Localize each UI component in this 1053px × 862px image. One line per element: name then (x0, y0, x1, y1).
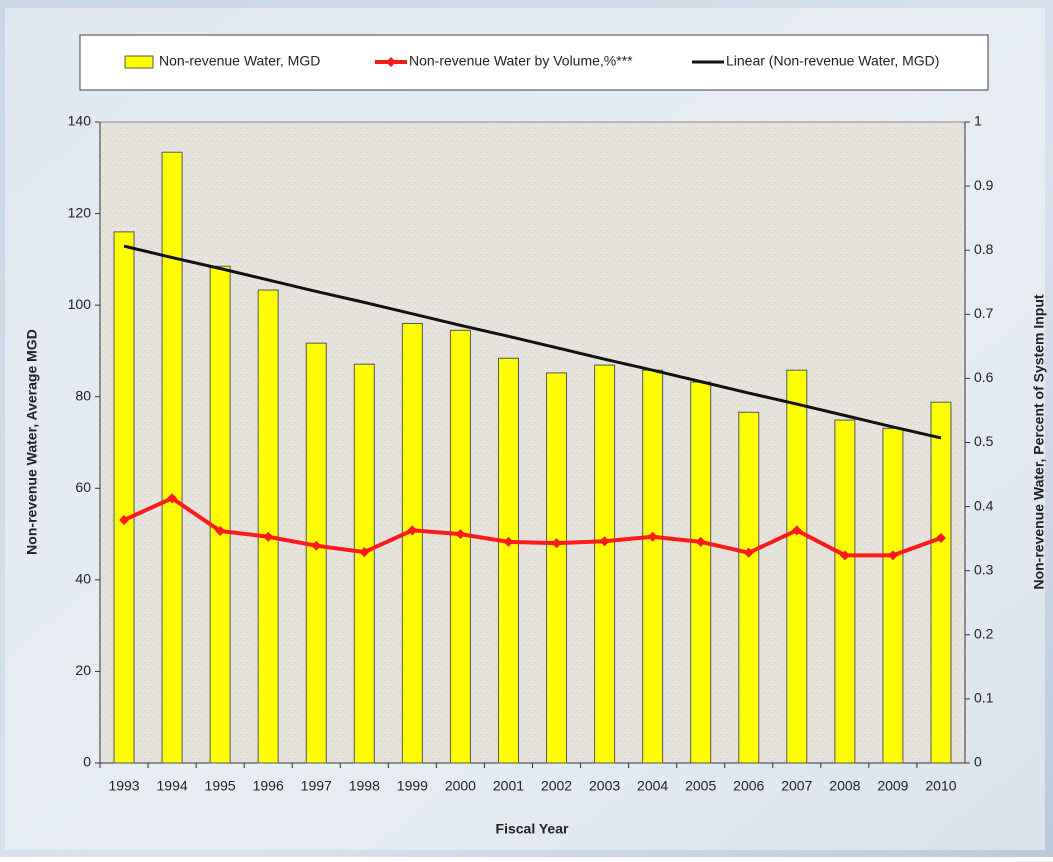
x-tick-label: 1995 (205, 778, 236, 794)
bar (834, 419, 856, 764)
x-tick-label: 1997 (301, 778, 332, 794)
x-tick-label: 2006 (733, 778, 764, 794)
bar (209, 265, 231, 764)
y-tick-label: 100 (68, 296, 92, 312)
y-tick-label: 20 (75, 662, 91, 678)
legend-label: Linear (Non-revenue Water, MGD) (726, 53, 939, 69)
legend-label: Non-revenue Water, MGD (159, 53, 320, 69)
y-tick-label: 40 (75, 571, 91, 587)
bar (401, 322, 423, 764)
bar (353, 363, 375, 764)
y2-tick-label: 0.8 (974, 241, 994, 257)
x-axis-title: Fiscal Year (496, 821, 569, 837)
y-tick-label: 0 (83, 754, 91, 770)
bar (305, 342, 327, 764)
x-tick-label: 2009 (877, 778, 908, 794)
y2-tick-label: 0.6 (974, 369, 994, 385)
bar (642, 369, 664, 764)
legend-marker (386, 57, 396, 67)
x-tick-label: 2008 (829, 778, 860, 794)
y-axis-title: Non-revenue Water, Average MGD (24, 329, 40, 555)
x-tick-label: 2004 (637, 778, 668, 794)
y-tick-label: 140 (68, 113, 92, 129)
x-tick-label: 2002 (541, 778, 572, 794)
y2-tick-label: 0.2 (974, 626, 994, 642)
x-tick-label: 2005 (685, 778, 716, 794)
bar (690, 381, 712, 764)
y2-tick-label: 0 (974, 754, 982, 770)
y-tick-label: 60 (75, 479, 91, 495)
x-tick-label: 1998 (349, 778, 380, 794)
bar (449, 329, 471, 764)
bar (161, 151, 183, 764)
trend-line (123, 244, 942, 440)
bar (738, 411, 760, 764)
legend (79, 34, 989, 91)
x-tick-label: 1999 (397, 778, 428, 794)
plot-area (99, 121, 966, 764)
y2-tick-label: 1 (974, 113, 982, 129)
legend-swatch (124, 55, 154, 69)
y-tick-label: 80 (75, 387, 91, 403)
y2-tick-label: 0.7 (974, 305, 994, 321)
x-tick-label: 2010 (925, 778, 956, 794)
bar (257, 289, 279, 764)
y2-axis-title: Non-revenue Water, Percent of System Inp… (1031, 294, 1047, 589)
y-tick-label: 120 (68, 204, 92, 220)
bar (594, 364, 616, 764)
y2-tick-label: 0.3 (974, 561, 994, 577)
x-tick-label: 2001 (493, 778, 524, 794)
bar (882, 427, 904, 764)
x-tick-label: 1996 (253, 778, 284, 794)
bar (786, 369, 808, 764)
bar (930, 401, 952, 764)
y2-tick-label: 0.9 (974, 177, 994, 193)
x-tick-label: 2007 (781, 778, 812, 794)
y2-tick-label: 0.5 (974, 433, 994, 449)
data-line (123, 495, 942, 558)
bar (497, 357, 519, 764)
x-tick-label: 1993 (108, 778, 139, 794)
y2-tick-label: 0.1 (974, 690, 994, 706)
x-tick-label: 1994 (157, 778, 188, 794)
legend-label: Non-revenue Water by Volume,%*** (409, 53, 633, 69)
x-tick-label: 2003 (589, 778, 620, 794)
bar (546, 372, 568, 764)
x-tick-label: 2000 (445, 778, 476, 794)
bar (113, 231, 135, 764)
y2-tick-label: 0.4 (974, 497, 994, 513)
